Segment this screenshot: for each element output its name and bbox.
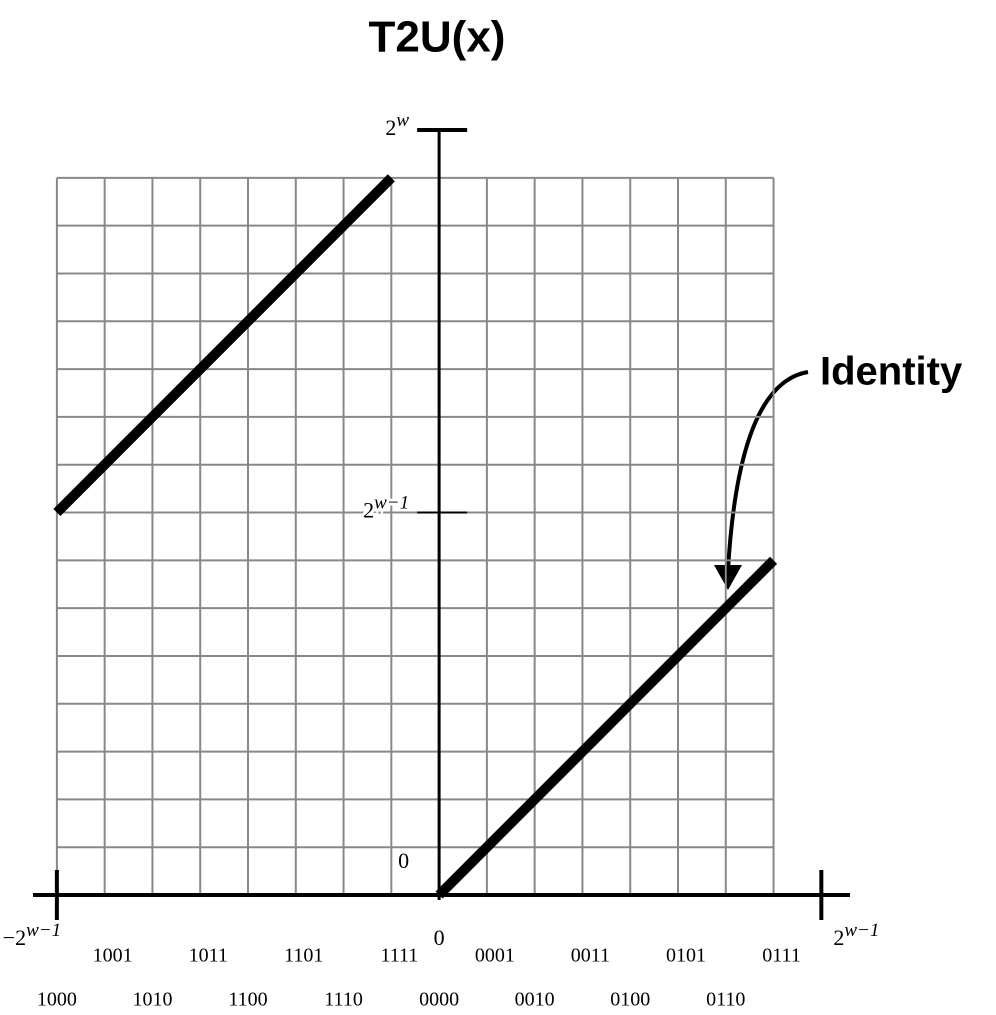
bit-pattern: 0001	[475, 945, 515, 967]
tick-label-base: −2	[3, 925, 26, 950]
annotation: Identity	[820, 350, 963, 394]
tick-label: 2w−1	[833, 920, 879, 950]
chart-title: T2U(x)	[369, 13, 506, 62]
bit-pattern: 1111	[380, 945, 418, 967]
tick-label: 0	[398, 848, 409, 873]
bit-pattern: 1110	[324, 989, 363, 1011]
tick-label-base: 2	[363, 498, 374, 523]
bit-pattern: 0111	[762, 945, 801, 967]
tick-label-sup: w−1	[374, 493, 409, 514]
bit-pattern: 0110	[706, 989, 745, 1011]
bit-pattern: 1011	[189, 945, 228, 967]
bit-pattern: 1101	[284, 945, 323, 967]
tick-label-base: 2	[385, 115, 396, 140]
arrow-head	[714, 565, 742, 590]
tick-label: 2w−1	[363, 493, 409, 523]
bit-pattern: 0101	[666, 945, 706, 967]
tick-label: 2w	[385, 110, 409, 140]
bit-pattern: 0000	[419, 989, 459, 1011]
bit-pattern: 0011	[571, 945, 610, 967]
data-line	[53, 174, 395, 517]
tick-label-sup: w−1	[26, 920, 61, 941]
tick-label-sup: w	[396, 110, 409, 131]
tick-label-sup: w−1	[844, 920, 879, 941]
bit-pattern: 1000	[37, 989, 77, 1011]
data-line	[435, 556, 778, 899]
bit-pattern: 1001	[93, 945, 133, 967]
bit-pattern: 0100	[610, 989, 650, 1011]
bit-pattern: 0010	[515, 989, 555, 1011]
tick-label-base: 2	[833, 925, 844, 950]
bit-pattern: 1010	[132, 989, 172, 1011]
tick-label: −2w−1	[3, 920, 61, 950]
annotation-arrow	[726, 370, 809, 571]
tick-label: 0	[434, 925, 445, 950]
bit-pattern: 1100	[228, 989, 267, 1011]
